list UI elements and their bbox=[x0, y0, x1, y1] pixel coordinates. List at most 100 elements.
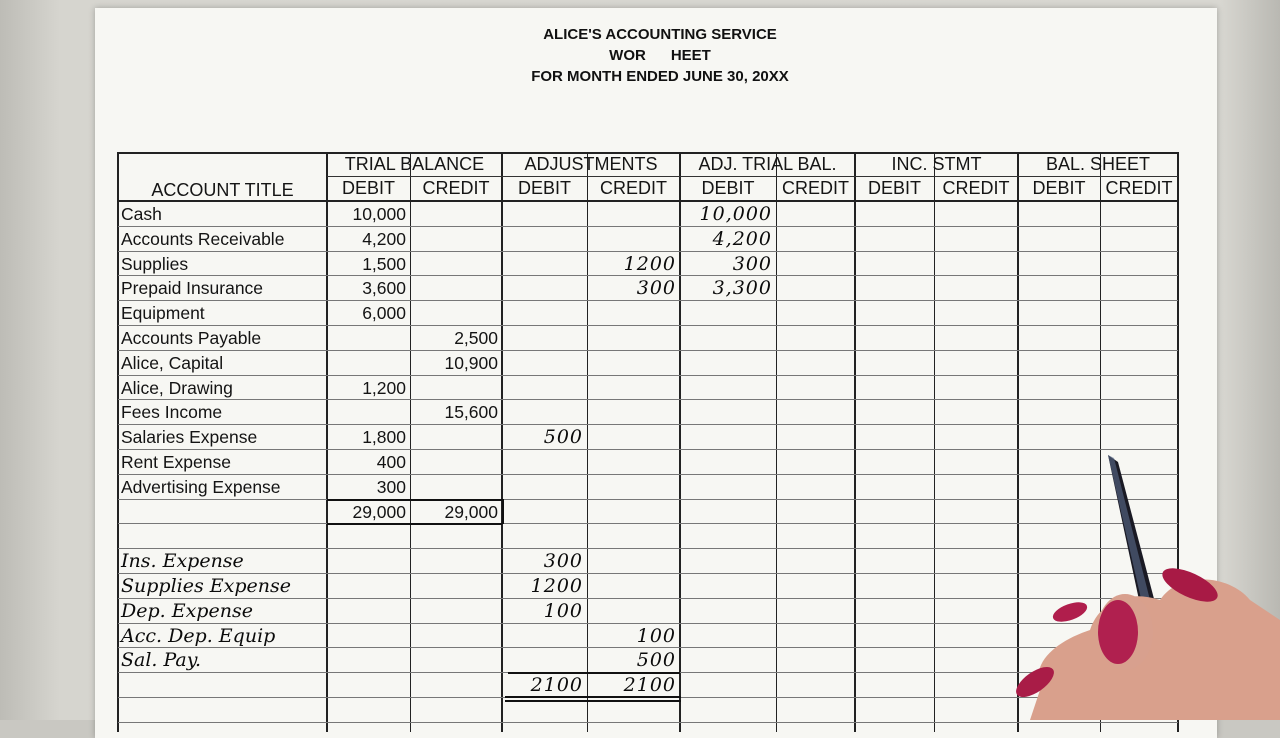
row-line bbox=[118, 573, 1178, 574]
column-line bbox=[775, 152, 777, 732]
adj-trial-balance-header: ADJ. TRIAL BAL. bbox=[698, 154, 837, 174]
account-title: Salaries Expense bbox=[121, 427, 258, 448]
income-statement-header: INC. STMT bbox=[891, 154, 982, 174]
tb-debit-amount: 6,000 bbox=[362, 303, 406, 324]
balance-sheet-debit-header: DEBIT bbox=[1032, 178, 1086, 198]
column-line bbox=[679, 152, 681, 732]
hand-icon bbox=[1016, 568, 1280, 720]
adj-debit-amount: 1200 bbox=[530, 575, 583, 597]
tb-debit-amount: 3,600 bbox=[362, 278, 406, 299]
tb-debit-amount: 10,000 bbox=[352, 204, 406, 224]
column-line bbox=[854, 152, 856, 732]
trial-balance-credit-header: CREDIT bbox=[422, 178, 490, 198]
column-line bbox=[117, 152, 119, 732]
account-title: Sal. Pay. bbox=[121, 649, 202, 672]
tb-credit-amount: 29,000 bbox=[444, 501, 498, 522]
column-line bbox=[1099, 152, 1101, 732]
account-title: Equipment bbox=[121, 303, 205, 324]
row-line bbox=[118, 300, 1178, 302]
row-line bbox=[118, 275, 1178, 277]
tb-debit-amount: 300 bbox=[376, 476, 406, 497]
tb-credit-amount: 10,900 bbox=[444, 352, 498, 373]
row-line bbox=[118, 597, 1178, 599]
worksheet-table: ACCOUNT TITLE TRIAL BALANCE DEBIT CREDIT ADJ… bbox=[117, 152, 1179, 732]
trial-balance-debit-header: DEBIT bbox=[341, 178, 395, 198]
row-line bbox=[118, 225, 1178, 227]
account-title: Accounts Payable bbox=[121, 328, 262, 348]
adj-credit-amount: 1200 bbox=[623, 252, 676, 275]
column-line bbox=[1177, 152, 1179, 732]
adjustments-total-rule bbox=[508, 672, 680, 675]
row-line bbox=[118, 473, 1178, 475]
account-title: Advertising Expense bbox=[121, 476, 281, 497]
period-title: FOR MONTH ENDED JUNE 30, 20XX bbox=[531, 68, 789, 85]
account-title: Alice, Capital bbox=[121, 352, 224, 373]
trial-balance-total-box bbox=[502, 498, 504, 525]
atb-debit-amount: 4,200 bbox=[712, 227, 772, 250]
tb-debit-amount: 29,000 bbox=[352, 501, 406, 522]
worksheet-paper bbox=[95, 8, 1217, 738]
adj-credit-amount: 500 bbox=[636, 649, 676, 672]
adjustments-double-rule-1 bbox=[505, 696, 681, 698]
column-line bbox=[586, 152, 588, 732]
account-title: Cash bbox=[121, 204, 162, 224]
adj-credit-amount: 2100 bbox=[623, 674, 676, 697]
balance-sheet-credit-header: CREDIT bbox=[1105, 178, 1173, 198]
tb-debit-amount: 400 bbox=[376, 452, 406, 472]
tb-debit-amount: 1,500 bbox=[362, 253, 406, 274]
group-header-line bbox=[327, 176, 1178, 177]
account-title: Dep. Expense bbox=[121, 599, 253, 622]
row-line bbox=[118, 374, 1178, 376]
adj-debit-amount: 100 bbox=[543, 599, 583, 622]
row-line bbox=[118, 250, 1178, 252]
account-title: Supplies Expense bbox=[121, 575, 291, 597]
account-title: Ins. Expense bbox=[121, 550, 244, 573]
tb-debit-amount: 1,200 bbox=[362, 377, 406, 398]
adj-credit-amount: 300 bbox=[636, 277, 676, 300]
adj-debit-amount: 500 bbox=[543, 426, 583, 449]
tb-debit-amount: 1,800 bbox=[362, 427, 406, 448]
income-statement-credit-header: CREDIT bbox=[942, 178, 1010, 198]
adjustments-header: ADJUSTMENTS bbox=[524, 154, 658, 174]
column-line bbox=[933, 152, 935, 732]
tb-debit-amount: 4,200 bbox=[362, 228, 406, 249]
trial-balance-total-rule bbox=[327, 498, 502, 501]
column-line bbox=[501, 152, 503, 732]
row-line bbox=[118, 523, 1178, 525]
atb-debit-amount: 300 bbox=[732, 252, 772, 275]
row-line bbox=[118, 449, 1178, 450]
worksheet-title: WOR HEET bbox=[609, 47, 711, 64]
adj-trial-balance-debit-header: DEBIT bbox=[701, 178, 755, 198]
row-line bbox=[118, 424, 1178, 426]
tb-credit-amount: 2,500 bbox=[454, 328, 498, 348]
account-title: Prepaid Insurance bbox=[121, 278, 264, 299]
company-name: ALICE'S ACCOUNTING SERVICE bbox=[543, 26, 777, 43]
row-line bbox=[118, 325, 1178, 326]
adjustments-double-rule-2 bbox=[505, 700, 681, 702]
balance-sheet-header: BAL. SHEET bbox=[1045, 154, 1151, 174]
account-title: Alice, Drawing bbox=[121, 377, 233, 398]
account-title-header: ACCOUNT TITLE bbox=[151, 180, 294, 200]
adj-debit-amount: 2100 bbox=[530, 674, 583, 697]
row-line bbox=[118, 399, 1178, 401]
row-line bbox=[118, 622, 1178, 624]
atb-debit-amount: 3,300 bbox=[712, 277, 772, 300]
account-title: Fees Income bbox=[121, 402, 223, 423]
account-title: Acc. Dep. Equip bbox=[121, 624, 276, 647]
tb-credit-amount: 15,600 bbox=[444, 402, 498, 423]
column-line bbox=[326, 152, 328, 732]
header-bottom-line bbox=[118, 200, 1178, 202]
adjustments-credit-header: CREDIT bbox=[600, 178, 667, 198]
trial-balance-header: TRIAL BALANCE bbox=[344, 154, 485, 174]
adj-trial-balance-credit-header: CREDIT bbox=[782, 178, 849, 198]
row-line bbox=[118, 548, 1178, 550]
account-title: Rent Expense bbox=[121, 452, 231, 472]
adj-credit-amount: 100 bbox=[636, 624, 676, 647]
adjustments-debit-header: DEBIT bbox=[517, 178, 571, 198]
atb-debit-amount: 10,000 bbox=[699, 203, 772, 225]
account-title: Supplies bbox=[121, 253, 189, 274]
hand-with-pen bbox=[1016, 455, 1280, 720]
income-statement-debit-header: DEBIT bbox=[867, 178, 921, 198]
column-line bbox=[1017, 152, 1019, 732]
row-line bbox=[118, 349, 1178, 351]
